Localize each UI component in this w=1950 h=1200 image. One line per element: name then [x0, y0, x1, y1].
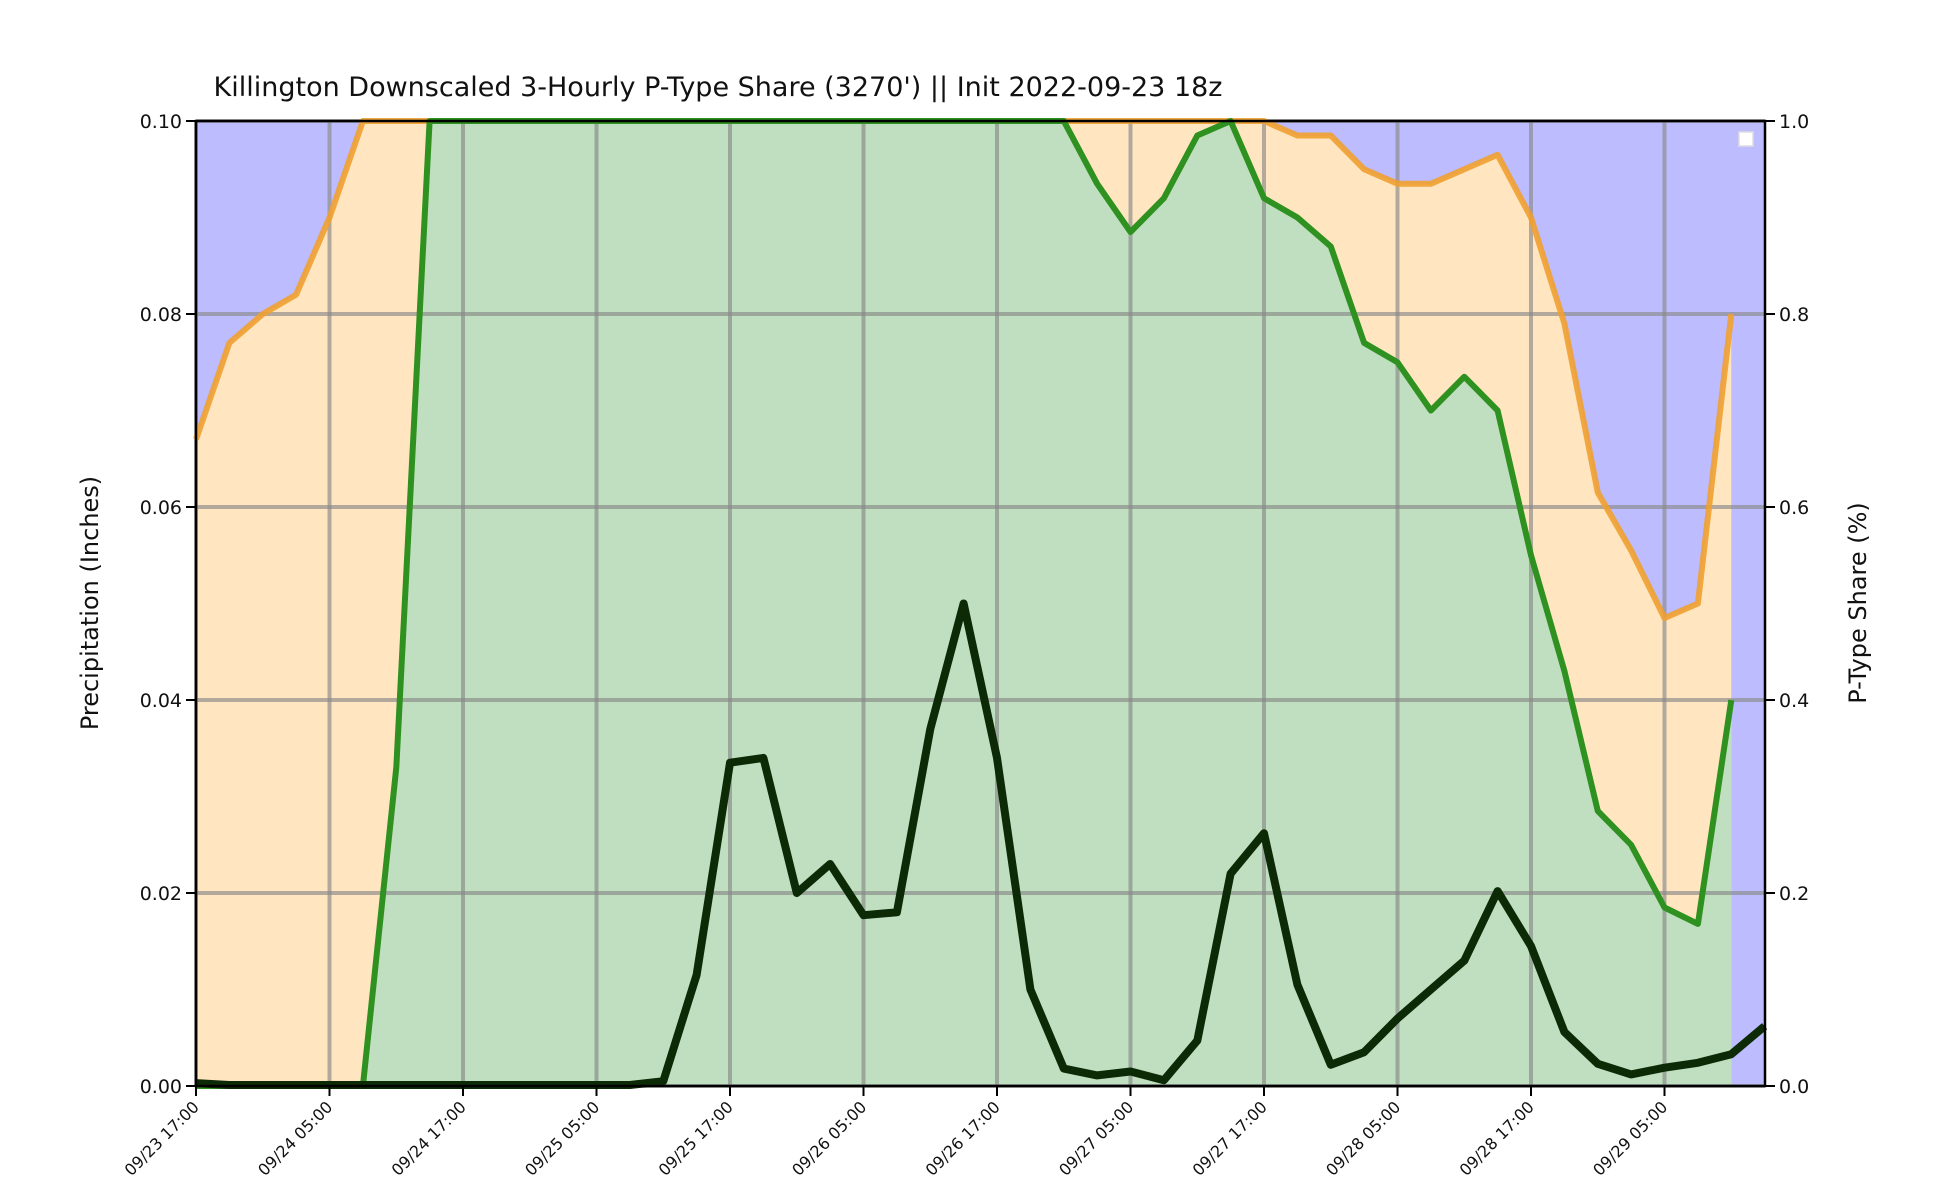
y-tick-left-label: 0.02 [140, 883, 182, 905]
y-tick-left-label: 0.08 [140, 304, 182, 326]
x-tick-label: 09/29 05:00 [1589, 1097, 1671, 1179]
y-axis-left: 0.00 0.02 0.04 0.06 0.08 0.10 [140, 111, 196, 1098]
y-tick-right-label: 0.6 [1779, 497, 1809, 519]
y-tick-right-label: 0.4 [1779, 690, 1809, 712]
x-tick-label: 09/26 05:00 [788, 1097, 870, 1179]
x-tick-label: 09/27 17:00 [1189, 1097, 1271, 1179]
y-tick-left-label: 0.00 [140, 1076, 182, 1098]
x-tick-label: 09/25 05:00 [521, 1097, 603, 1179]
chart-title: Killington Downscaled 3-Hourly P-Type Sh… [214, 72, 1223, 103]
x-tick-label: 09/25 17:00 [655, 1097, 737, 1179]
plot-area [193, 118, 1768, 1089]
y-axis-left-label: Precipitation (Inches) [76, 476, 104, 730]
y-tick-right-label: 0.0 [1779, 1076, 1809, 1098]
x-tick-label: 09/23 17:00 [121, 1097, 203, 1179]
y-tick-right-label: 0.8 [1779, 304, 1809, 326]
x-axis: 09/23 17:00 09/24 05:00 09/24 17:00 09/25 0… [121, 1086, 1671, 1180]
y-tick-right-label: 0.2 [1779, 883, 1809, 905]
y-tick-left-label: 0.04 [140, 690, 182, 712]
x-tick-label: 09/27 05:00 [1055, 1097, 1137, 1179]
x-tick-label: 09/28 17:00 [1456, 1097, 1538, 1179]
y-tick-left-label: 0.10 [140, 111, 182, 133]
y-tick-right-label: 1.0 [1779, 111, 1809, 133]
y-axis-right-label: P-Type Share (%) [1844, 502, 1872, 704]
x-tick-label: 09/28 05:00 [1322, 1097, 1404, 1179]
x-tick-label: 09/24 05:00 [254, 1097, 336, 1179]
x-tick-label: 09/24 17:00 [388, 1097, 470, 1179]
x-tick-label: 09/26 17:00 [922, 1097, 1004, 1179]
plot-frame [194, 119, 1767, 1088]
y-tick-left-label: 0.06 [140, 497, 182, 519]
y-axis-right: 0.0 0.2 0.4 0.6 0.8 1.0 [1765, 111, 1809, 1098]
legend [1738, 131, 1754, 147]
